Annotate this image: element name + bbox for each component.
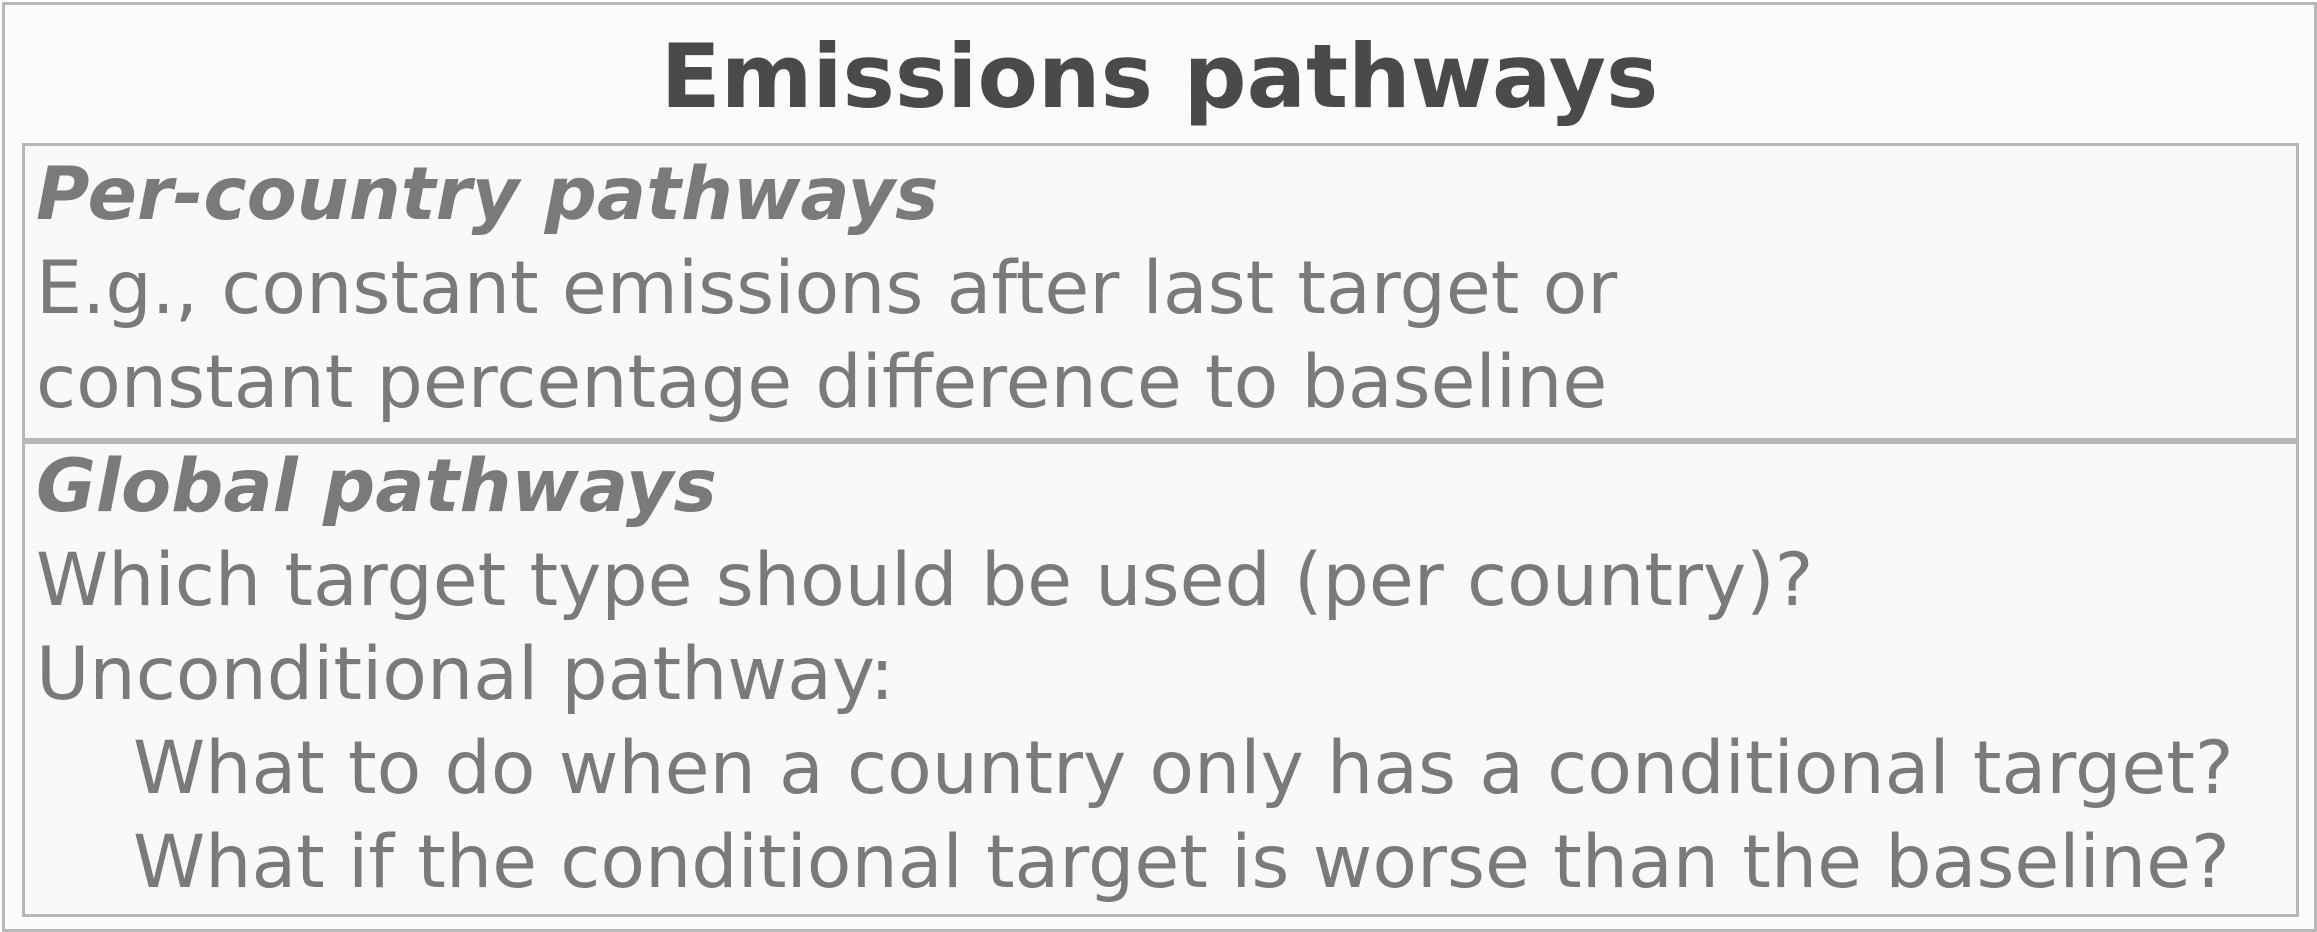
section-per-country-pathways: Per-country pathways E.g., constant emis… [22, 143, 2299, 441]
section-text-line-indented: What to do when a country only has a con… [133, 726, 2234, 811]
diagram-title: Emissions pathways [660, 25, 1659, 128]
section-text-line-indented: What if the conditional target is worse … [133, 820, 2230, 905]
section-global-pathways: Global pathways Which target type should… [22, 441, 2299, 917]
section-heading: Per-country pathways [36, 152, 939, 237]
section-text-line: E.g., constant emissions after last targ… [36, 246, 1618, 331]
section-text-line: constant percentage difference to baseli… [36, 340, 1608, 425]
section-text-line: Unconditional pathway: [36, 632, 895, 717]
section-heading: Global pathways [36, 444, 717, 529]
section-text-line: Which target type should be used (per co… [36, 538, 1814, 623]
